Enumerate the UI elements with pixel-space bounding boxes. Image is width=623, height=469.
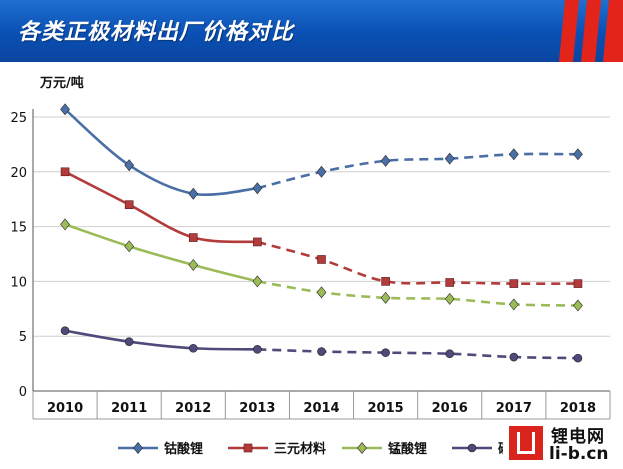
data-point [509, 352, 519, 362]
legend-label: 三元材料 [274, 441, 326, 457]
series-line-solid [64, 170, 258, 244]
data-point [188, 233, 198, 242]
x-tick-label: 2014 [303, 401, 339, 416]
logo-mark-icon [509, 426, 543, 460]
x-tick-label: 2018 [560, 401, 596, 416]
data-point [252, 275, 263, 288]
data-point [445, 278, 455, 287]
x-tick-label: 2010 [47, 401, 83, 416]
data-point [60, 326, 70, 336]
data-point [316, 286, 327, 299]
data-point [60, 167, 70, 177]
legend-marker [467, 443, 477, 453]
data-point [253, 237, 262, 247]
data-point [509, 279, 519, 288]
y-tick-label: 20 [10, 166, 27, 181]
x-tick-label: 2016 [432, 401, 468, 416]
data-point [188, 258, 199, 271]
data-point [124, 159, 135, 172]
series-3 [60, 218, 583, 312]
legend: 钴酸锂三元材料锰酸锂磷酸铁锂 [118, 441, 550, 457]
y-tick-label: 10 [10, 275, 27, 290]
logo-domain: li-b.cn [549, 444, 609, 464]
data-point [317, 255, 326, 264]
data-point [573, 279, 583, 288]
data-point [60, 218, 70, 231]
legend-item: 钴酸锂 [118, 441, 203, 457]
data-point [380, 154, 391, 167]
grid-layer [33, 116, 610, 337]
series-line-dashed [257, 152, 578, 190]
data-point [573, 299, 583, 312]
data-point [316, 165, 327, 178]
x-tick-label: 2015 [368, 401, 404, 416]
y-tick-label: 0 [19, 385, 27, 400]
data-point [573, 148, 583, 161]
legend-label: 钴酸锂 [164, 441, 203, 457]
data-point [444, 152, 455, 165]
data-point [317, 347, 326, 356]
series-line-dashed [257, 348, 578, 360]
data-point [444, 292, 455, 305]
data-point [252, 182, 263, 195]
legend-marker [133, 442, 143, 454]
y-axis-label: 万元/吨 [40, 76, 84, 91]
legend-label: 锰酸锂 [388, 441, 427, 457]
data-point [508, 298, 519, 311]
data-point [381, 277, 390, 286]
legend-marker [357, 442, 367, 454]
data-point [508, 148, 519, 161]
data-point [60, 103, 70, 116]
y-tick-label: 25 [10, 111, 27, 126]
data-point [124, 200, 134, 209]
chart-title: 各类正极材料出厂价格对比 [18, 20, 295, 45]
title-banner: 各类正极材料出厂价格对比 [0, 0, 623, 62]
data-point [381, 348, 390, 357]
data-point [124, 240, 135, 253]
legend-marker [243, 443, 253, 453]
data-point [380, 291, 391, 304]
series-line-dashed [257, 240, 578, 285]
site-logo: 锂电网 li-b.cn [503, 420, 623, 469]
y-tick-label: 15 [10, 221, 27, 236]
axis-layer: 0 5 10 15 20 25 2010 2011 2012 2013 2014 2015 2016 20… [10, 109, 611, 420]
x-tick-label: 2012 [175, 401, 211, 416]
series-layer [60, 103, 583, 363]
series-2 [60, 167, 583, 288]
legend-item: 锰酸锂 [342, 441, 427, 457]
line-chart: 0 5 10 15 20 25 2010 2011 2012 2013 2014 2015 2016 20… [10, 103, 611, 457]
series-line-solid [64, 108, 258, 196]
banner-stripes [559, 0, 623, 62]
series-line-dashed [257, 280, 578, 307]
data-point [188, 343, 198, 353]
logo-text: 锂电网 [551, 427, 605, 447]
series-line-solid [64, 329, 258, 351]
y-tick-label: 5 [19, 330, 27, 345]
series-line-solid [64, 223, 258, 283]
data-point [124, 337, 134, 346]
data-point [573, 353, 583, 363]
x-tick-label: 2017 [496, 401, 532, 416]
series-4 [60, 326, 583, 363]
x-tick-label: 2013 [239, 401, 275, 416]
x-tick-label: 2011 [111, 401, 147, 416]
data-point [445, 349, 455, 359]
data-point [253, 345, 262, 354]
legend-item: 三元材料 [228, 441, 326, 457]
series-1 [60, 103, 583, 200]
data-point [188, 187, 199, 200]
